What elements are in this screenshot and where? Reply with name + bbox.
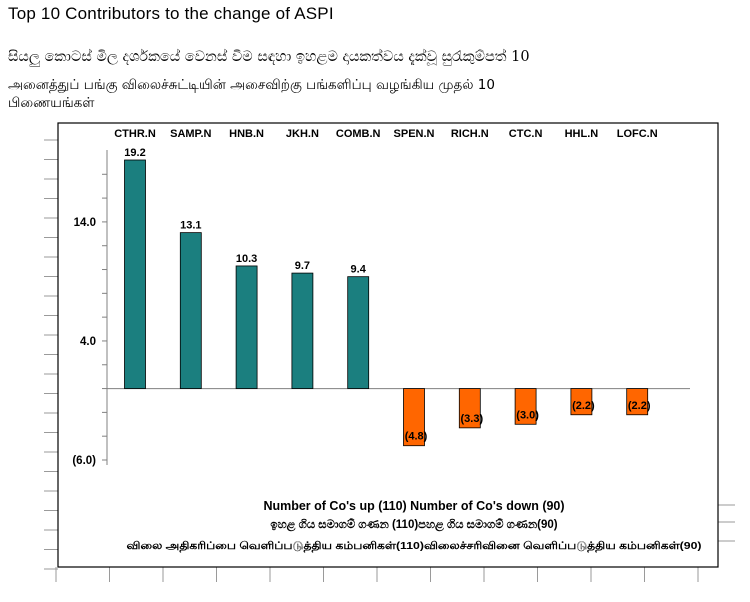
category-label: SPEN.N	[394, 128, 435, 140]
value-label: 9.7	[295, 260, 310, 272]
subtitle-sinhala: සියලු කොටස් මිල දර්ශකයේ වෙනස් වීම සඳහා ඉ…	[8, 49, 530, 65]
bar-jkh-n	[291, 272, 314, 389]
value-label: 13.1	[180, 220, 201, 232]
category-label: HHL.N	[565, 128, 599, 140]
bar-hhl-n	[570, 388, 593, 416]
footer-english: Number of Co's up (110) Number of Co's d…	[263, 499, 564, 513]
bar-spen-n	[403, 388, 425, 447]
y-axis: 14.0 4.0 (6.0)	[72, 150, 690, 467]
category-label: HNB.N	[229, 128, 264, 140]
bar-samp-n	[179, 232, 202, 389]
value-label: 9.4	[351, 264, 367, 276]
bar-hnb-n	[235, 265, 258, 389]
chart-frame	[57, 122, 719, 568]
bar-cthr-n	[124, 159, 146, 389]
chart-labels: CTHR.N 19.2 SAMP.N 13.1 HNB.N 10.3 JKH.N 9.7 COM…	[114, 128, 657, 443]
value-label: (3.3)	[460, 413, 483, 425]
bar-rich-n	[458, 388, 481, 429]
category-label: JKH.N	[286, 128, 319, 140]
value-label: (2.2)	[572, 400, 595, 412]
footer-tamil: விலை அதிகரிப்பை வெளிப்படுத்திய கம்பனிகள்…	[127, 540, 702, 553]
category-label: SAMP.N	[170, 128, 211, 140]
category-label: RICH.N	[451, 128, 489, 140]
value-label: 19.2	[124, 147, 145, 159]
category-label: LOFC.N	[617, 128, 658, 140]
value-label: 10.3	[236, 253, 257, 265]
category-label: CTHR.N	[114, 128, 156, 140]
bar-lofc-n	[626, 388, 649, 416]
value-label: (3.0)	[516, 409, 539, 421]
y-tick-label: 14.0	[74, 217, 96, 229]
bar-series	[124, 159, 649, 447]
category-label: COMB.N	[336, 128, 381, 140]
page-title: Top 10 Contributors to the change of ASP…	[8, 4, 334, 23]
bar-ctc-n	[514, 388, 537, 425]
footer-sinhala: ඉහළ ගිය සමාගම් ගණන (110)පහළ ගිය සමාගම් ග…	[270, 517, 557, 533]
y-tick-label: (6.0)	[72, 455, 96, 467]
subtitle-tamil-line1: அனைத்துப் பங்கு விலைச்சுட்டியின் அசைவிற்…	[8, 77, 495, 93]
decorative-ticks	[44, 139, 735, 582]
subtitle-tamil-line2: பிணையங்கள்	[8, 95, 95, 111]
value-label: (4.8)	[405, 431, 428, 443]
category-label: CTC.N	[509, 128, 543, 140]
value-label: (2.2)	[628, 400, 651, 412]
bar-comb-n	[347, 276, 370, 389]
y-tick-label: 4.0	[80, 336, 96, 348]
